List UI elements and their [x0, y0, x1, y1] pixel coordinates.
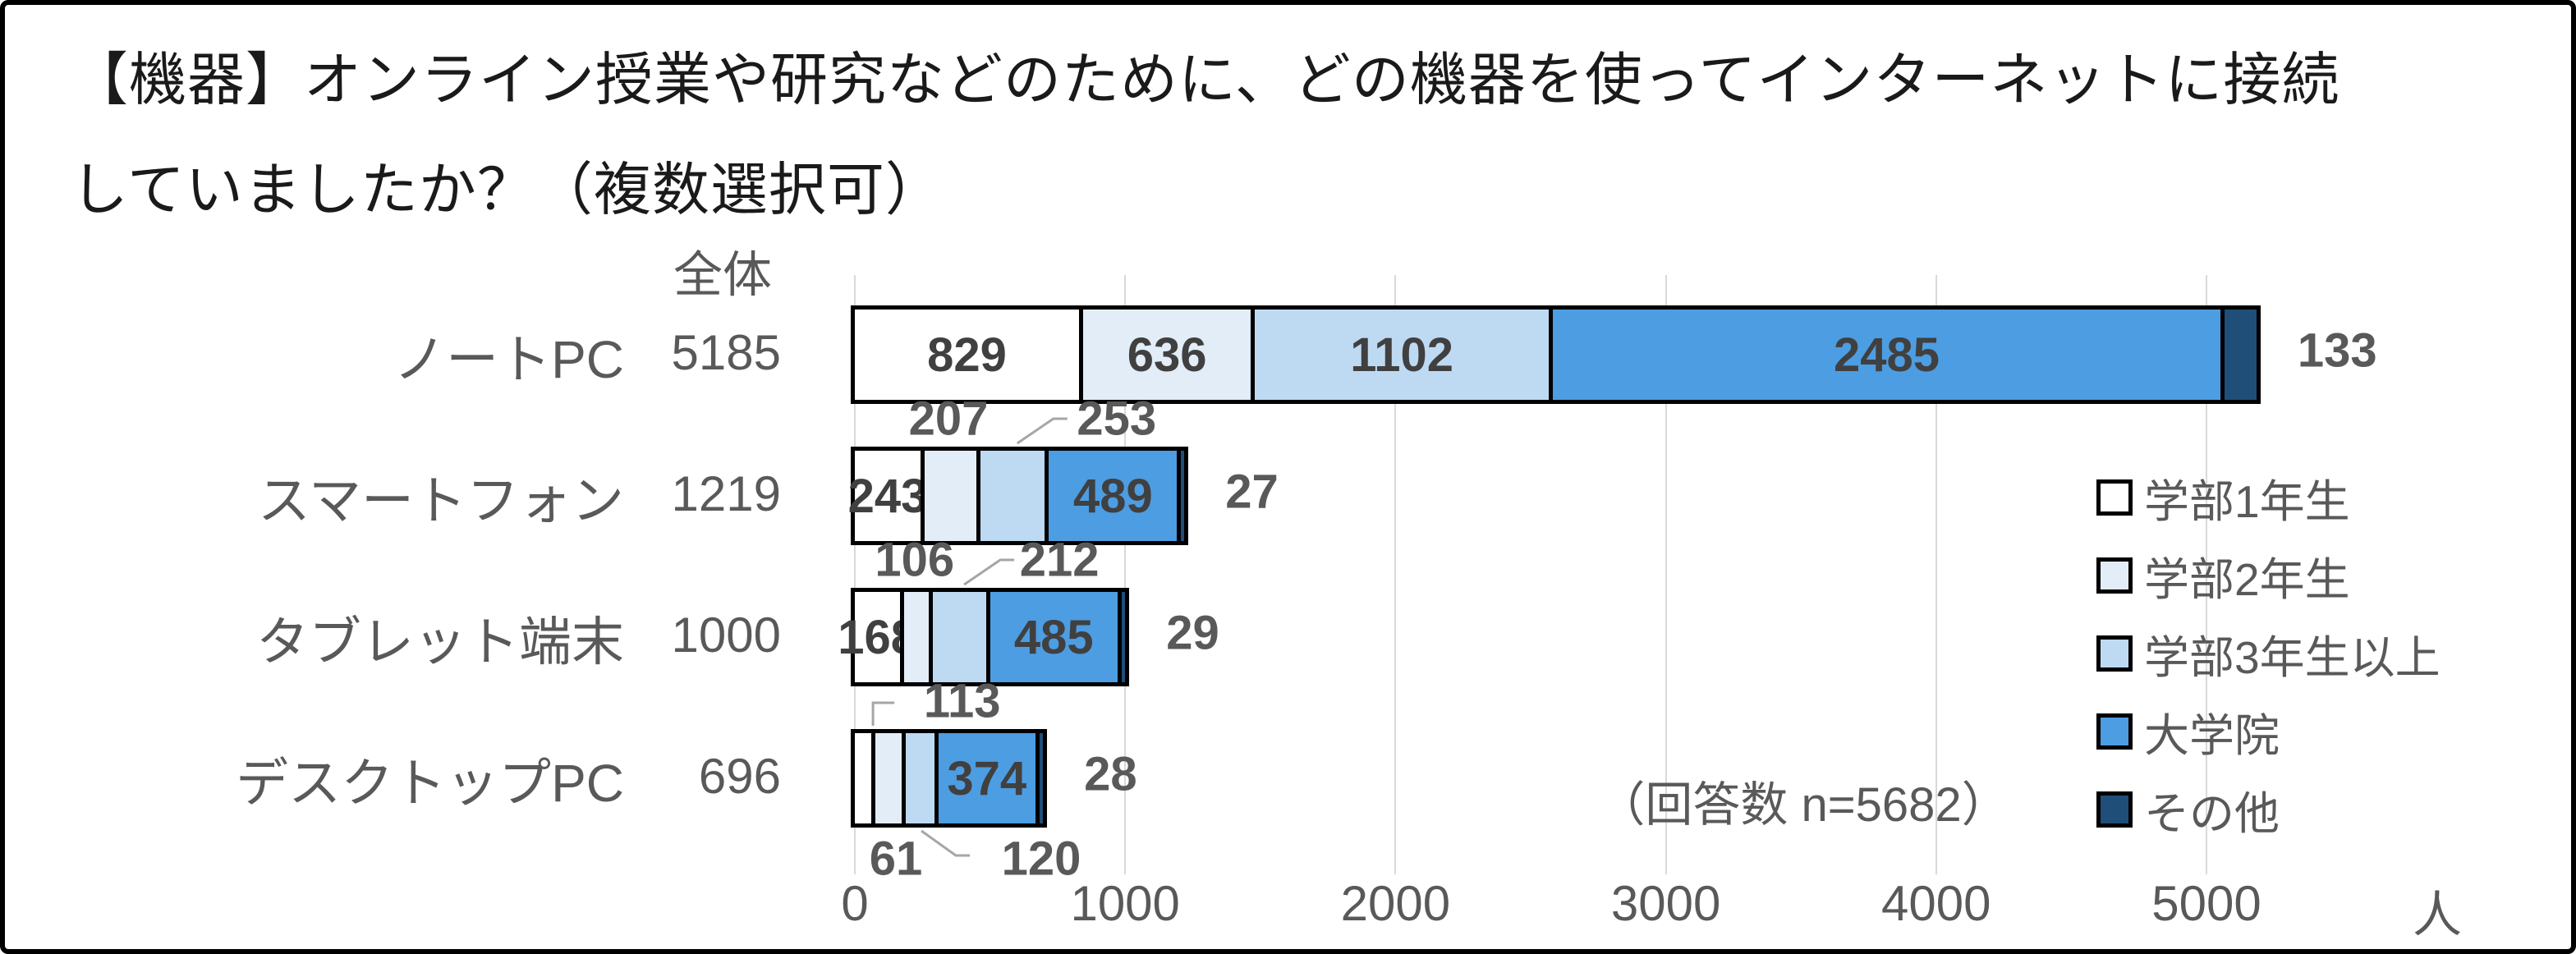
overall-total-value: 1000 [671, 608, 781, 663]
data-label: 61 [869, 832, 923, 886]
data-label: 636 [1127, 328, 1207, 382]
bar-segment: 636 [1078, 310, 1251, 400]
data-label: 29 [1166, 606, 1219, 660]
overall-total-value: 696 [698, 749, 781, 804]
x-axis-tick-label: 1000 [1070, 876, 1180, 931]
bar-segment: 2485 [1549, 310, 2221, 400]
data-label: 374 [947, 751, 1027, 805]
data-label: 2485 [1834, 328, 1940, 382]
data-label: 1102 [1350, 328, 1454, 382]
x-axis-tick-label: 2000 [1340, 876, 1451, 931]
x-axis-tick-label: 5000 [2151, 876, 2261, 931]
bar-segment [1035, 733, 1044, 823]
legend-item: 学部1年生 [2096, 465, 2350, 530]
data-label: 243 [847, 469, 928, 523]
data-label: 485 [1013, 610, 1094, 664]
legend-item: 学部2年生 [2096, 543, 2350, 608]
data-label: 489 [1073, 469, 1153, 523]
bar-segment [2220, 310, 2257, 400]
data-label: 829 [927, 328, 1007, 382]
gridline [1935, 275, 1937, 874]
category-label: スマートフォン [257, 471, 624, 530]
overall-total-value: 5185 [671, 325, 781, 380]
response-count-note: （回答数 n=5682） [1597, 778, 2009, 832]
bar-segment [855, 733, 872, 823]
gridline [2206, 275, 2207, 874]
data-label: 207 [908, 392, 989, 446]
stacked-bar: 829 636 1102 2485 [851, 305, 2261, 404]
gridline [1124, 275, 1127, 874]
bar-segment: 485 [985, 592, 1118, 682]
bar-segment [929, 592, 986, 682]
leader-line [963, 558, 1015, 586]
bar-segment: 168 [838, 592, 917, 682]
data-label: 27 [1225, 465, 1279, 519]
bar-segment: 1102 [1251, 310, 1550, 400]
bar-segment: 829 [855, 310, 1079, 400]
legend-swatch [2096, 635, 2133, 672]
chart-title: 【機器】オンライン授業や研究などのために、どの機器を使ってインターネットに接続 … [71, 25, 2340, 245]
leader-line [1016, 417, 1068, 445]
category-label: デスクトップPC [236, 754, 624, 813]
category-label: タブレット端末 [256, 612, 624, 672]
gridline [854, 275, 856, 874]
legend-item: その他 [2096, 777, 2280, 842]
x-axis-tick-label: 3000 [1610, 876, 1721, 931]
bar-segment: 489 [1045, 451, 1178, 541]
overall-column-header: 全体 [673, 247, 772, 303]
legend-label: 学部3年生以上 [2144, 632, 2441, 683]
data-label: 212 [1019, 533, 1100, 587]
legend-item: 大学院 [2096, 699, 2280, 764]
chart-title-line2: していましたか？（複数選択可） [71, 158, 944, 222]
data-label: 106 [875, 533, 955, 587]
chart-title-line1: 【機器】オンライン授業や研究などのために、どの機器を使ってインターネットに接続 [71, 48, 2340, 112]
legend-label: 大学院 [2144, 710, 2280, 761]
legend-swatch [2096, 557, 2133, 594]
bar-segment [902, 733, 934, 823]
bar-segment [900, 592, 930, 682]
overall-total-value: 1219 [671, 466, 781, 521]
bar-segment [920, 451, 977, 541]
gridline [1394, 275, 1397, 874]
bar-segment [1117, 592, 1126, 682]
legend-label: その他 [2144, 788, 2280, 839]
category-label: ノートPC [393, 330, 624, 389]
x-axis-tick-label: 4000 [1881, 876, 1991, 931]
x-axis-unit-label: 人 [2413, 887, 2462, 943]
bar-segment [976, 451, 1045, 541]
gridline [1665, 275, 1667, 874]
leader-line [871, 701, 895, 726]
bar-segment: 243 [848, 451, 927, 541]
data-label: 113 [923, 674, 1001, 728]
data-label: 253 [1077, 392, 1157, 446]
bar-segment [871, 733, 902, 823]
legend-swatch [2096, 791, 2133, 828]
stacked-bar: 243 489 [848, 447, 1189, 545]
data-label: 120 [1001, 832, 1081, 886]
bar-segment: 374 [934, 733, 1035, 823]
stacked-bar: 374 [851, 729, 1048, 828]
legend-item: 学部3年生以上 [2096, 621, 2441, 686]
legend-label: 学部2年生 [2144, 554, 2350, 605]
leader-line [921, 829, 971, 857]
stacked-bar: 168 485 [838, 588, 1130, 686]
legend-swatch [2096, 713, 2133, 750]
legend-label: 学部1年生 [2144, 476, 2350, 527]
x-axis-tick-label: 0 [841, 876, 869, 931]
data-label: 133 [2297, 323, 2377, 378]
legend-swatch [2096, 479, 2133, 516]
bar-segment [1177, 451, 1185, 541]
data-label: 28 [1084, 747, 1137, 801]
